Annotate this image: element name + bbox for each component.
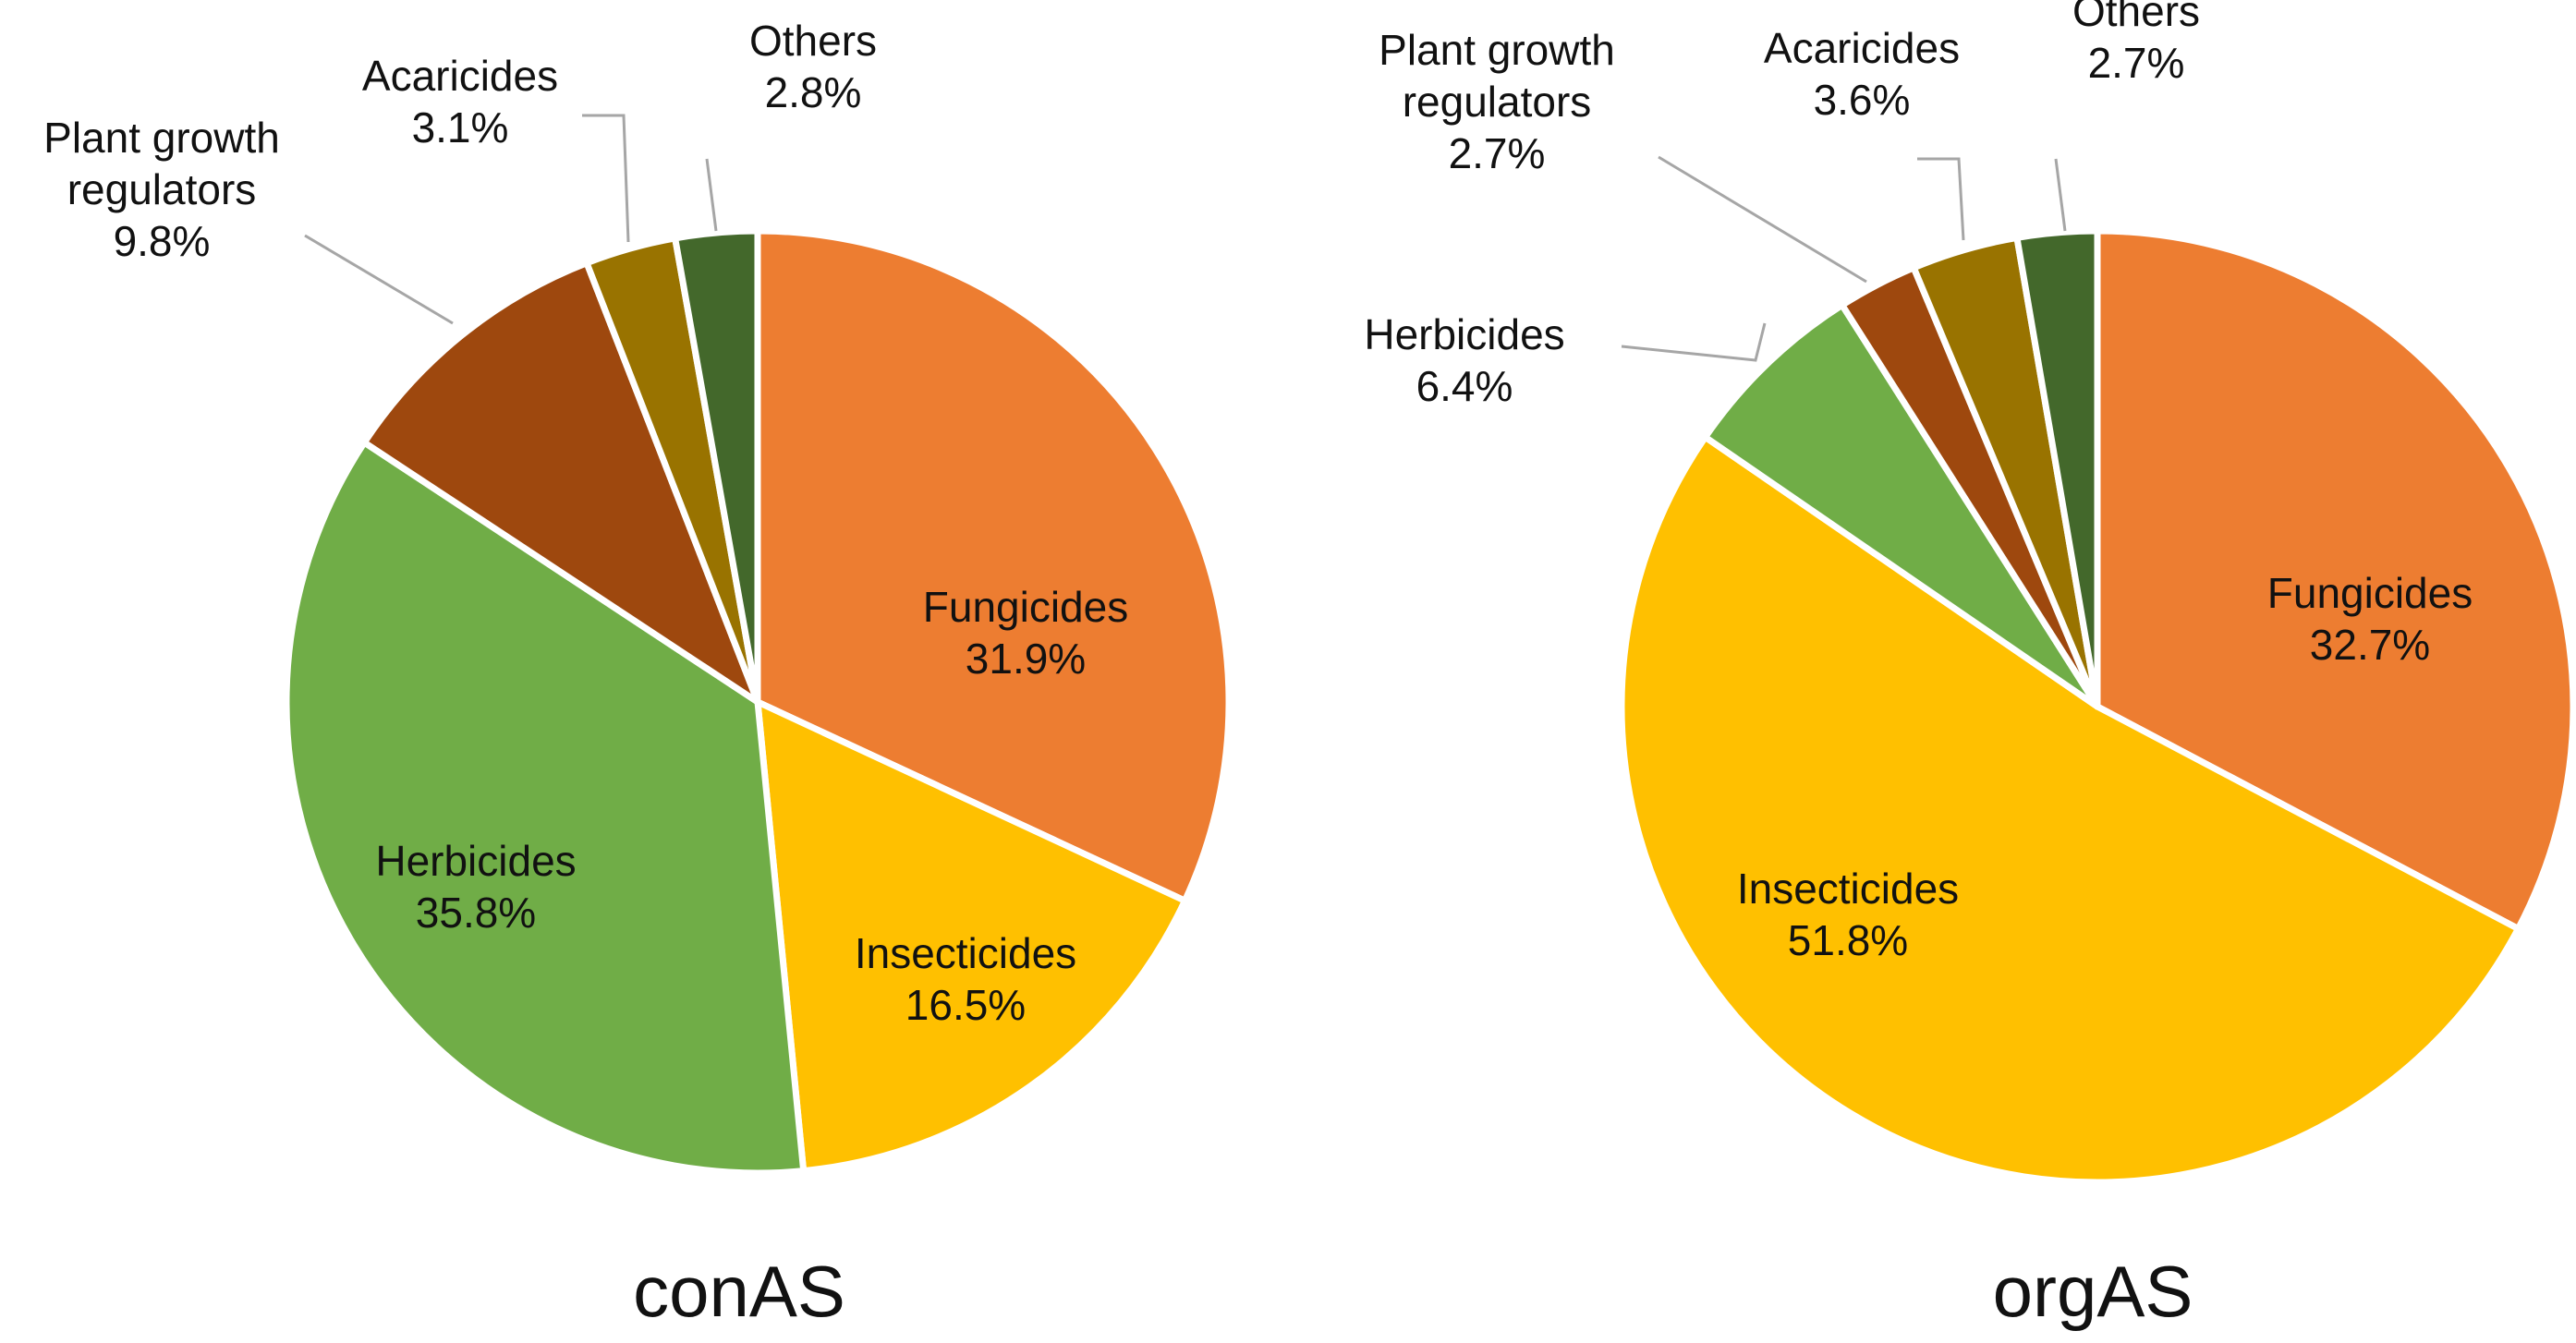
- orgas-label-herbicides: Herbicides 6.4%: [1364, 310, 1564, 410]
- conas-label-others: Others 2.8%: [749, 17, 877, 116]
- orgas-label-plant-growth-regulators: Plant growth regulators 2.7%: [1379, 26, 1615, 177]
- orgas-slice-fungicides: [2094, 227, 2576, 932]
- conas-label-acaricides: Acaricides 3.1%: [362, 52, 558, 151]
- conas-label-fungicides: Fungicides 31.9%: [923, 583, 1128, 683]
- conas-leader-acaricides: [582, 114, 630, 243]
- conas-slice-others: [672, 227, 761, 706]
- conas-label-herbicides: Herbicides 35.8%: [375, 837, 576, 937]
- orgas-pie-chart: Fungicides 32.7% Insecticides 51.8% Herbicid…: [1364, 0, 2576, 1186]
- conas-label-insecticides: Insecticides 16.5%: [855, 929, 1076, 1029]
- orgas-label-acaricides: Acaricides 3.6%: [1764, 24, 1960, 124]
- orgas-slice-insecticides: [1618, 433, 2521, 1186]
- conas-pie-chart: Fungicides 31.9% Insecticides 16.5% Herbicid…: [43, 17, 1233, 1177]
- conas-title: conAS: [633, 1251, 845, 1332]
- orgas-leader-herbicides: [1621, 322, 1767, 362]
- orgas-leader-others: [2054, 158, 2067, 232]
- orgas-slice-herbicides: [1702, 301, 2101, 710]
- orgas-slice-others: [2013, 227, 2101, 710]
- conas-label-plant-growth-regulators: Plant growth regulators 9.8%: [43, 114, 280, 265]
- conas-leader-others: [705, 158, 718, 232]
- orgas-label-insecticides: Insecticides 51.8%: [1737, 865, 1959, 964]
- conas-slice-plant-growth-regulators: [360, 260, 761, 706]
- orgas-leader-plant-growth-regulators: [1658, 155, 1867, 284]
- conas-slice-fungicides: [754, 227, 1233, 904]
- conas-leader-plant-growth-regulators: [304, 234, 454, 325]
- orgas-label-others: Others 2.7%: [2072, 0, 2200, 87]
- conas-slice-insecticides: [754, 698, 1188, 1175]
- orgas-label-fungicides: Fungicides 32.7%: [2267, 569, 2473, 669]
- orgas-title: orgAS: [1993, 1251, 2193, 1332]
- conas-slice-herbicides: [283, 439, 808, 1177]
- orgas-leader-acaricides: [1917, 157, 1965, 241]
